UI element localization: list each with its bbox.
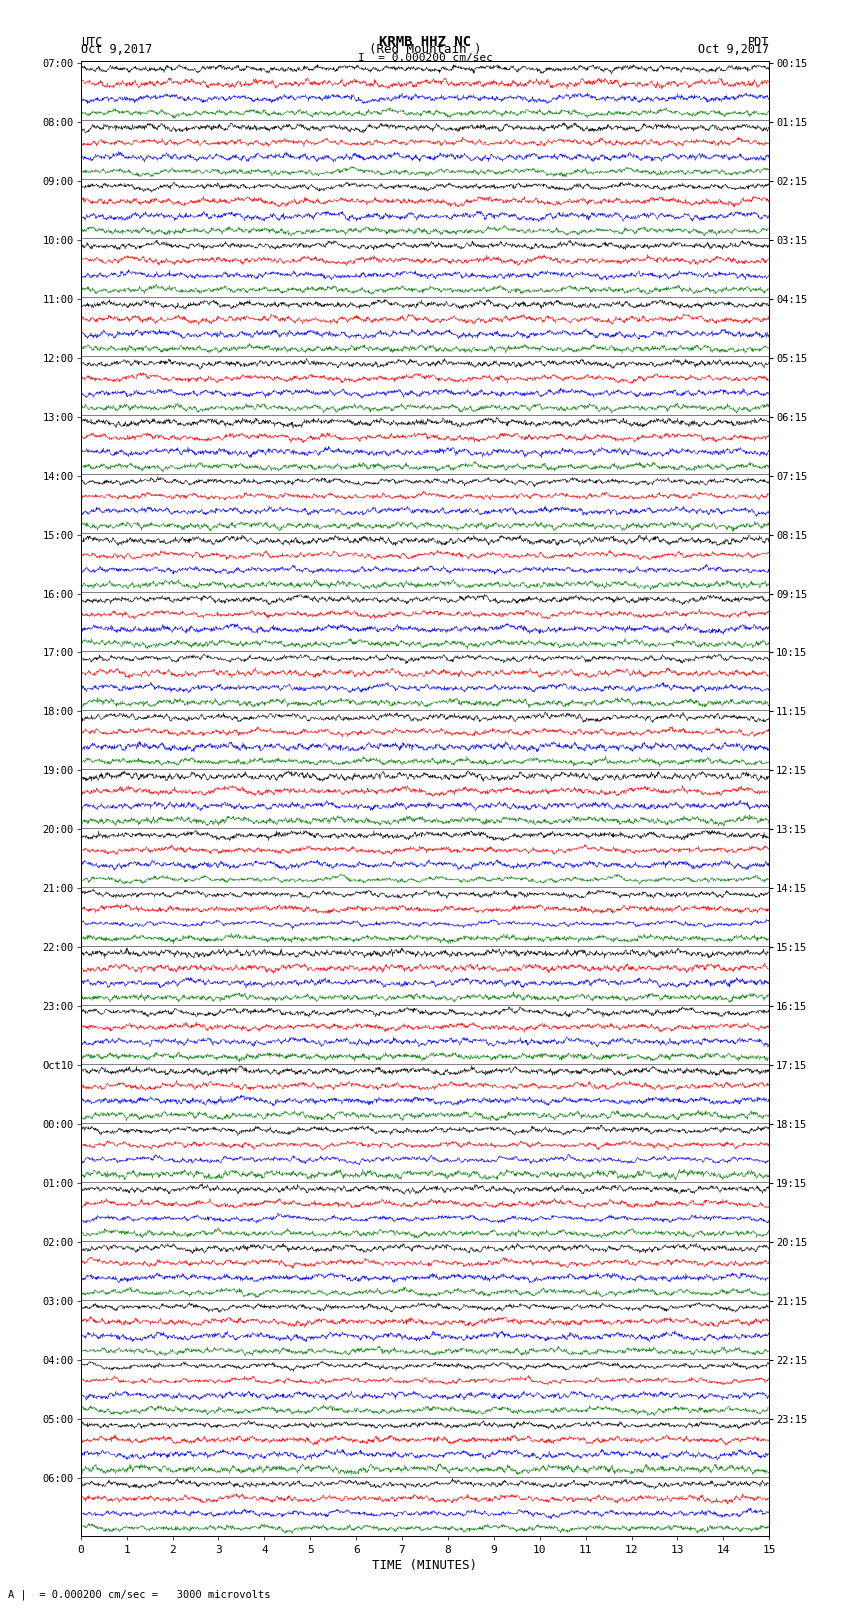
Text: UTC: UTC <box>81 35 102 50</box>
X-axis label: TIME (MINUTES): TIME (MINUTES) <box>372 1558 478 1571</box>
Text: Oct 9,2017: Oct 9,2017 <box>698 42 769 56</box>
Text: Oct 9,2017: Oct 9,2017 <box>81 42 152 56</box>
Text: (Red Mountain ): (Red Mountain ) <box>369 42 481 56</box>
Text: I  = 0.000200 cm/sec: I = 0.000200 cm/sec <box>358 53 492 63</box>
Text: KRMB HHZ NC: KRMB HHZ NC <box>379 35 471 50</box>
Text: PDT: PDT <box>748 35 769 50</box>
Text: A |  = 0.000200 cm/sec =   3000 microvolts: A | = 0.000200 cm/sec = 3000 microvolts <box>8 1589 271 1600</box>
